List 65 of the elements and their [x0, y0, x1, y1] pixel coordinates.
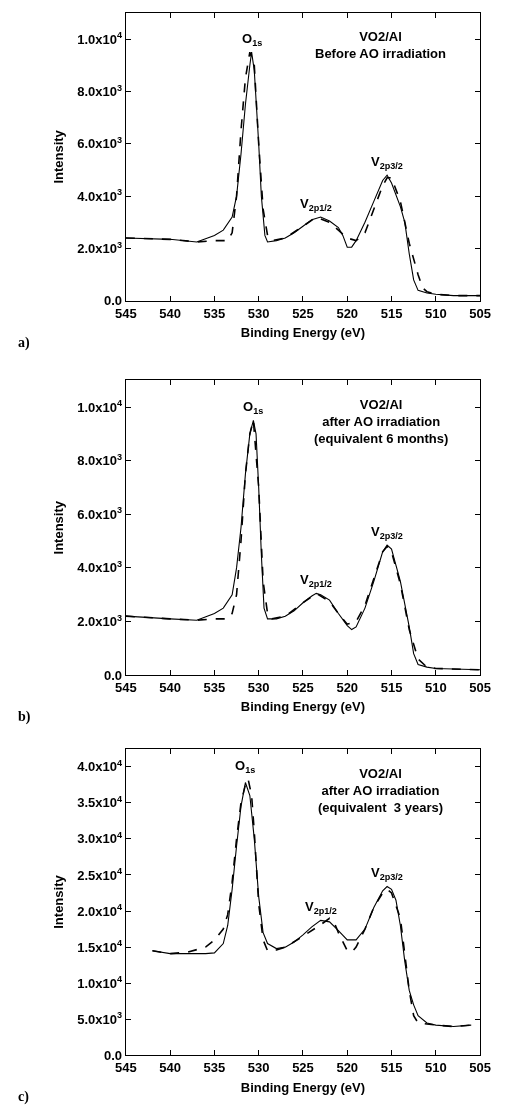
y-tick-label: 3.0x10$^{4}$ [77, 829, 124, 847]
y-tick-label: 1.5x10$^{4}$ [77, 938, 124, 955]
text: c) [18, 1089, 30, 1105]
x-tick-label: 535 [203, 305, 226, 321]
y-tick-label: 2.0x10$^{4}$ [77, 902, 124, 919]
x-tick-label: 510 [424, 305, 447, 321]
y-tick-label: 3.5x10$^{4}$ [77, 793, 124, 811]
y-tick-label: 2.0x10$^{3}$ [77, 612, 123, 630]
annotation: V$_{2p1/2}$ [300, 196, 332, 213]
annotation: V$_{2p1/2}$ [305, 899, 337, 916]
x-tick-label: 520 [336, 679, 359, 695]
annotation: V$_{2p3/2}$ [371, 524, 403, 541]
x-tick-label: 545 [115, 1060, 137, 1076]
x-axis-title: Binding Energy (eV) [240, 699, 366, 715]
y-tick-label: 1.0x10$^{4}$ [77, 398, 124, 415]
x-tick-label: 515 [380, 679, 403, 695]
y-tick-label: 4.0x10$^{3}$ [77, 187, 123, 204]
y-tick-label: 6.0x10$^{3}$ [77, 505, 123, 522]
y-tick-label: 0.0 [104, 1047, 123, 1063]
x-tick-label: 515 [380, 305, 403, 321]
x-tick-label: 510 [424, 679, 447, 695]
y-tick-label: 4.0x10$^{3}$ [77, 559, 123, 576]
y-axis-title: Intensity [51, 129, 67, 184]
annotation: VO2/Al after AO irradiation (equivalent 6 months) [314, 397, 449, 446]
x-axis-title: Binding Energy (eV) [240, 325, 366, 341]
x-tick-label: 515 [380, 1060, 403, 1076]
annotation: VO2/Al Before AO irradiation [315, 29, 447, 61]
y-tick-label: 8.0x10$^{3}$ [77, 82, 123, 99]
x-tick-label: 505 [469, 1060, 491, 1076]
x-tick-label: 505 [469, 305, 491, 321]
x-tick-label: 540 [159, 305, 181, 321]
x-tick-label: 520 [336, 1060, 359, 1076]
y-axis-title: Intensity [51, 874, 67, 929]
annotation: O$_{1s}$ [243, 399, 264, 416]
annotation: O$_{1s}$ [235, 758, 256, 775]
x-tick-label: 535 [203, 1060, 226, 1076]
annotation: O$_{1s}$ [242, 31, 263, 48]
x-tick-label: 525 [292, 679, 314, 695]
x-tick-label: 525 [292, 1060, 314, 1076]
x-tick-label: 525 [292, 305, 314, 321]
y-tick-label: 2.5x10$^{4}$ [77, 866, 124, 883]
y-tick-label: 6.0x10$^{3}$ [77, 134, 123, 152]
text: b) [18, 709, 31, 725]
x-tick-label: 540 [159, 679, 181, 695]
y-tick-label: 8.0x10$^{3}$ [77, 451, 123, 469]
x-tick-label: 540 [159, 1060, 181, 1076]
annotation: V$_{2p1/2}$ [300, 572, 332, 589]
y-tick-label: 2.0x10$^{3}$ [77, 239, 123, 257]
y-tick-label: 1.0x10$^{4}$ [77, 974, 124, 991]
x-axis-title: Binding Energy (eV) [240, 1079, 366, 1095]
x-tick-label: 530 [247, 679, 270, 695]
x-tick-label: 530 [247, 1060, 270, 1076]
y-tick-label: 5.0x10$^{3}$ [77, 1010, 123, 1027]
x-tick-label: 505 [469, 679, 491, 695]
x-tick-label: 510 [424, 1060, 447, 1076]
annotation: VO2/Al after AO irradiation (equivalent 3 years) [318, 766, 443, 815]
y-tick-label: 1.0x10$^{4}$ [77, 30, 124, 47]
x-tick-label: 535 [203, 679, 226, 695]
x-tick-label: 530 [247, 305, 270, 321]
x-tick-label: 520 [336, 305, 359, 321]
y-tick-label: 4.0x10$^{4}$ [77, 757, 124, 775]
annotation: V$_{2p3/2}$ [371, 154, 403, 171]
y-axis-title: Intensity [51, 500, 67, 555]
text: a) [18, 335, 30, 351]
annotation: V$_{2p3/2}$ [371, 865, 403, 882]
